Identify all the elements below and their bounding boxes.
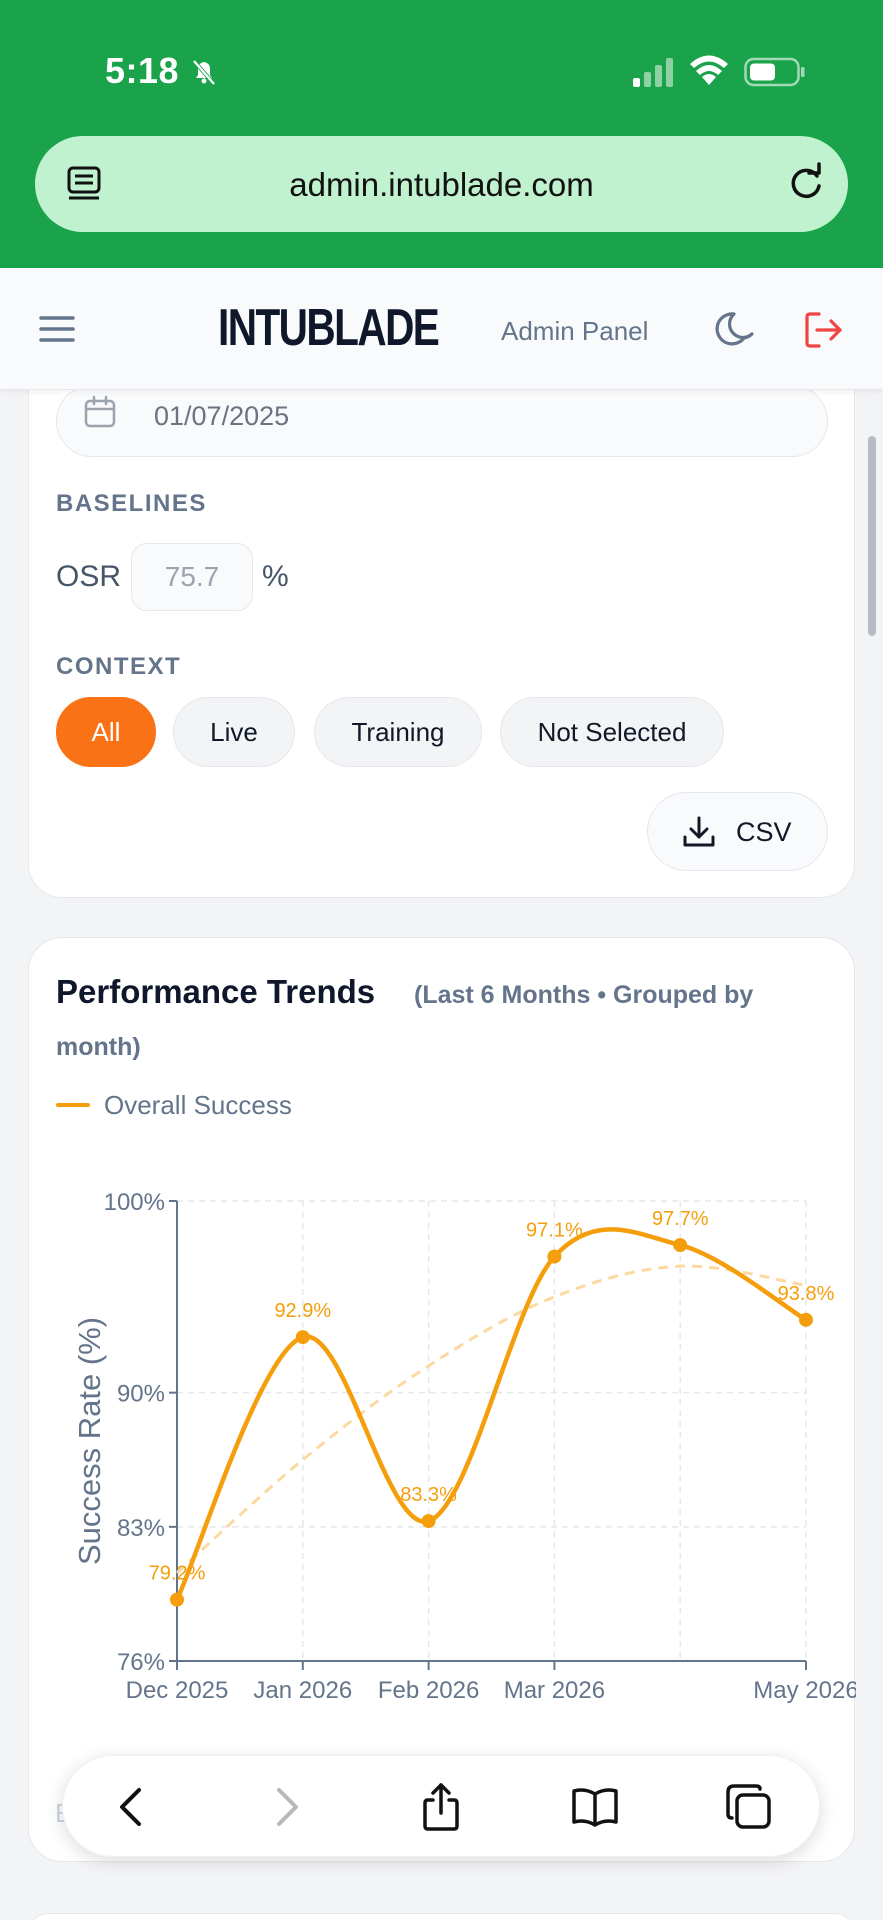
address-bar[interactable]: admin.intublade.com bbox=[35, 136, 848, 232]
browser-toolbar bbox=[62, 1755, 820, 1857]
dark-mode-moon-icon[interactable] bbox=[714, 308, 758, 352]
baselines-heading: BASELINES bbox=[56, 490, 207, 517]
url-text[interactable]: admin.intublade.com bbox=[289, 166, 594, 203]
x-tick-label: Dec 2025 bbox=[126, 1677, 229, 1704]
context-chip-not-selected[interactable]: Not Selected bbox=[500, 697, 724, 767]
data-point bbox=[673, 1238, 688, 1253]
osr-unit: % bbox=[262, 560, 289, 593]
filters-card: 01/07/2025 BASELINES OSR 75.7 % CONTEXT … bbox=[28, 340, 855, 898]
reader-mode-icon[interactable] bbox=[65, 164, 105, 204]
brand-logo[interactable]: INTUBLADE bbox=[218, 299, 440, 357]
context-chip-live[interactable]: Live bbox=[173, 697, 295, 767]
series-line-overall-success bbox=[174, 1227, 809, 1602]
header-subtitle: Admin Panel bbox=[501, 316, 649, 346]
reload-icon[interactable] bbox=[784, 162, 828, 206]
data-label: 97.7% bbox=[652, 1208, 709, 1230]
tabs-icon[interactable] bbox=[724, 1782, 774, 1832]
download-icon bbox=[683, 816, 715, 847]
trends-title: Performance Trends bbox=[56, 973, 376, 1010]
performance-line-chart: 100% 90% 83% 76%Dec 2025 Jan 2026 Feb 2026 Mar… bbox=[72, 1189, 856, 1704]
data-label: 93.8% bbox=[778, 1283, 835, 1305]
y-tick-label: 100% bbox=[104, 1189, 165, 1216]
page-scrollbar[interactable] bbox=[868, 436, 876, 636]
data-point bbox=[547, 1249, 562, 1264]
forward-icon[interactable] bbox=[261, 1782, 311, 1832]
cellular-signal-icon bbox=[633, 58, 673, 87]
date-value[interactable]: 01/07/2025 bbox=[154, 401, 290, 431]
csv-download-button[interactable]: CSV bbox=[647, 792, 828, 871]
context-chip-all[interactable]: All bbox=[56, 697, 156, 767]
share-icon[interactable] bbox=[416, 1782, 466, 1832]
x-tick-label: May 2026 bbox=[753, 1677, 856, 1704]
trends-subtitle: (Last 6 Months • Grouped by bbox=[414, 981, 754, 1009]
bell-muted-icon bbox=[192, 59, 216, 86]
data-label: 83.3% bbox=[400, 1484, 457, 1506]
y-tick-label: 76% bbox=[117, 1649, 165, 1676]
data-label: 79.2% bbox=[149, 1563, 206, 1585]
legend-swatch bbox=[56, 1103, 90, 1107]
legend-label[interactable]: Overall Success bbox=[104, 1090, 292, 1120]
csv-label: CSV bbox=[736, 817, 792, 847]
y-axis-title: Success Rate (%) bbox=[72, 1317, 107, 1565]
x-tick-label: Jan 2026 bbox=[253, 1677, 352, 1704]
bookmarks-icon[interactable] bbox=[570, 1782, 620, 1832]
osr-baseline-input[interactable]: 75.7 bbox=[131, 543, 253, 611]
data-label: 97.1% bbox=[526, 1220, 583, 1242]
data-point bbox=[170, 1592, 184, 1607]
x-tick-label: Feb 2026 bbox=[378, 1677, 479, 1704]
data-point bbox=[421, 1514, 436, 1529]
y-tick-label: 90% bbox=[117, 1381, 165, 1408]
status-time: 5:18 bbox=[105, 50, 180, 91]
hamburger-menu-icon[interactable] bbox=[38, 310, 76, 348]
performance-trends-card: Performance Trends (Last 6 Months • Grou… bbox=[28, 937, 856, 1862]
x-tick-label: Mar 2026 bbox=[504, 1677, 605, 1704]
battery-icon bbox=[744, 57, 805, 87]
calendar-icon bbox=[84, 395, 116, 428]
wifi-icon bbox=[690, 55, 728, 85]
next-card bbox=[28, 1913, 855, 1920]
data-label: 92.9% bbox=[274, 1300, 331, 1322]
app-header: INTUBLADE Admin Panel bbox=[0, 268, 883, 390]
context-chip-training[interactable]: Training bbox=[314, 697, 482, 767]
trend-line bbox=[175, 1264, 807, 1574]
date-input[interactable] bbox=[56, 385, 828, 457]
osr-label: OSR bbox=[56, 560, 122, 593]
y-tick-label: 83% bbox=[117, 1515, 165, 1542]
context-heading: CONTEXT bbox=[56, 653, 182, 680]
data-point bbox=[295, 1330, 310, 1345]
logout-icon[interactable] bbox=[802, 308, 846, 352]
status-bar-area: 5:18 admin.intublade.com bbox=[0, 0, 883, 268]
data-point bbox=[799, 1312, 813, 1327]
back-icon[interactable] bbox=[107, 1782, 157, 1832]
trends-subtitle-continued: month) bbox=[56, 1033, 141, 1061]
